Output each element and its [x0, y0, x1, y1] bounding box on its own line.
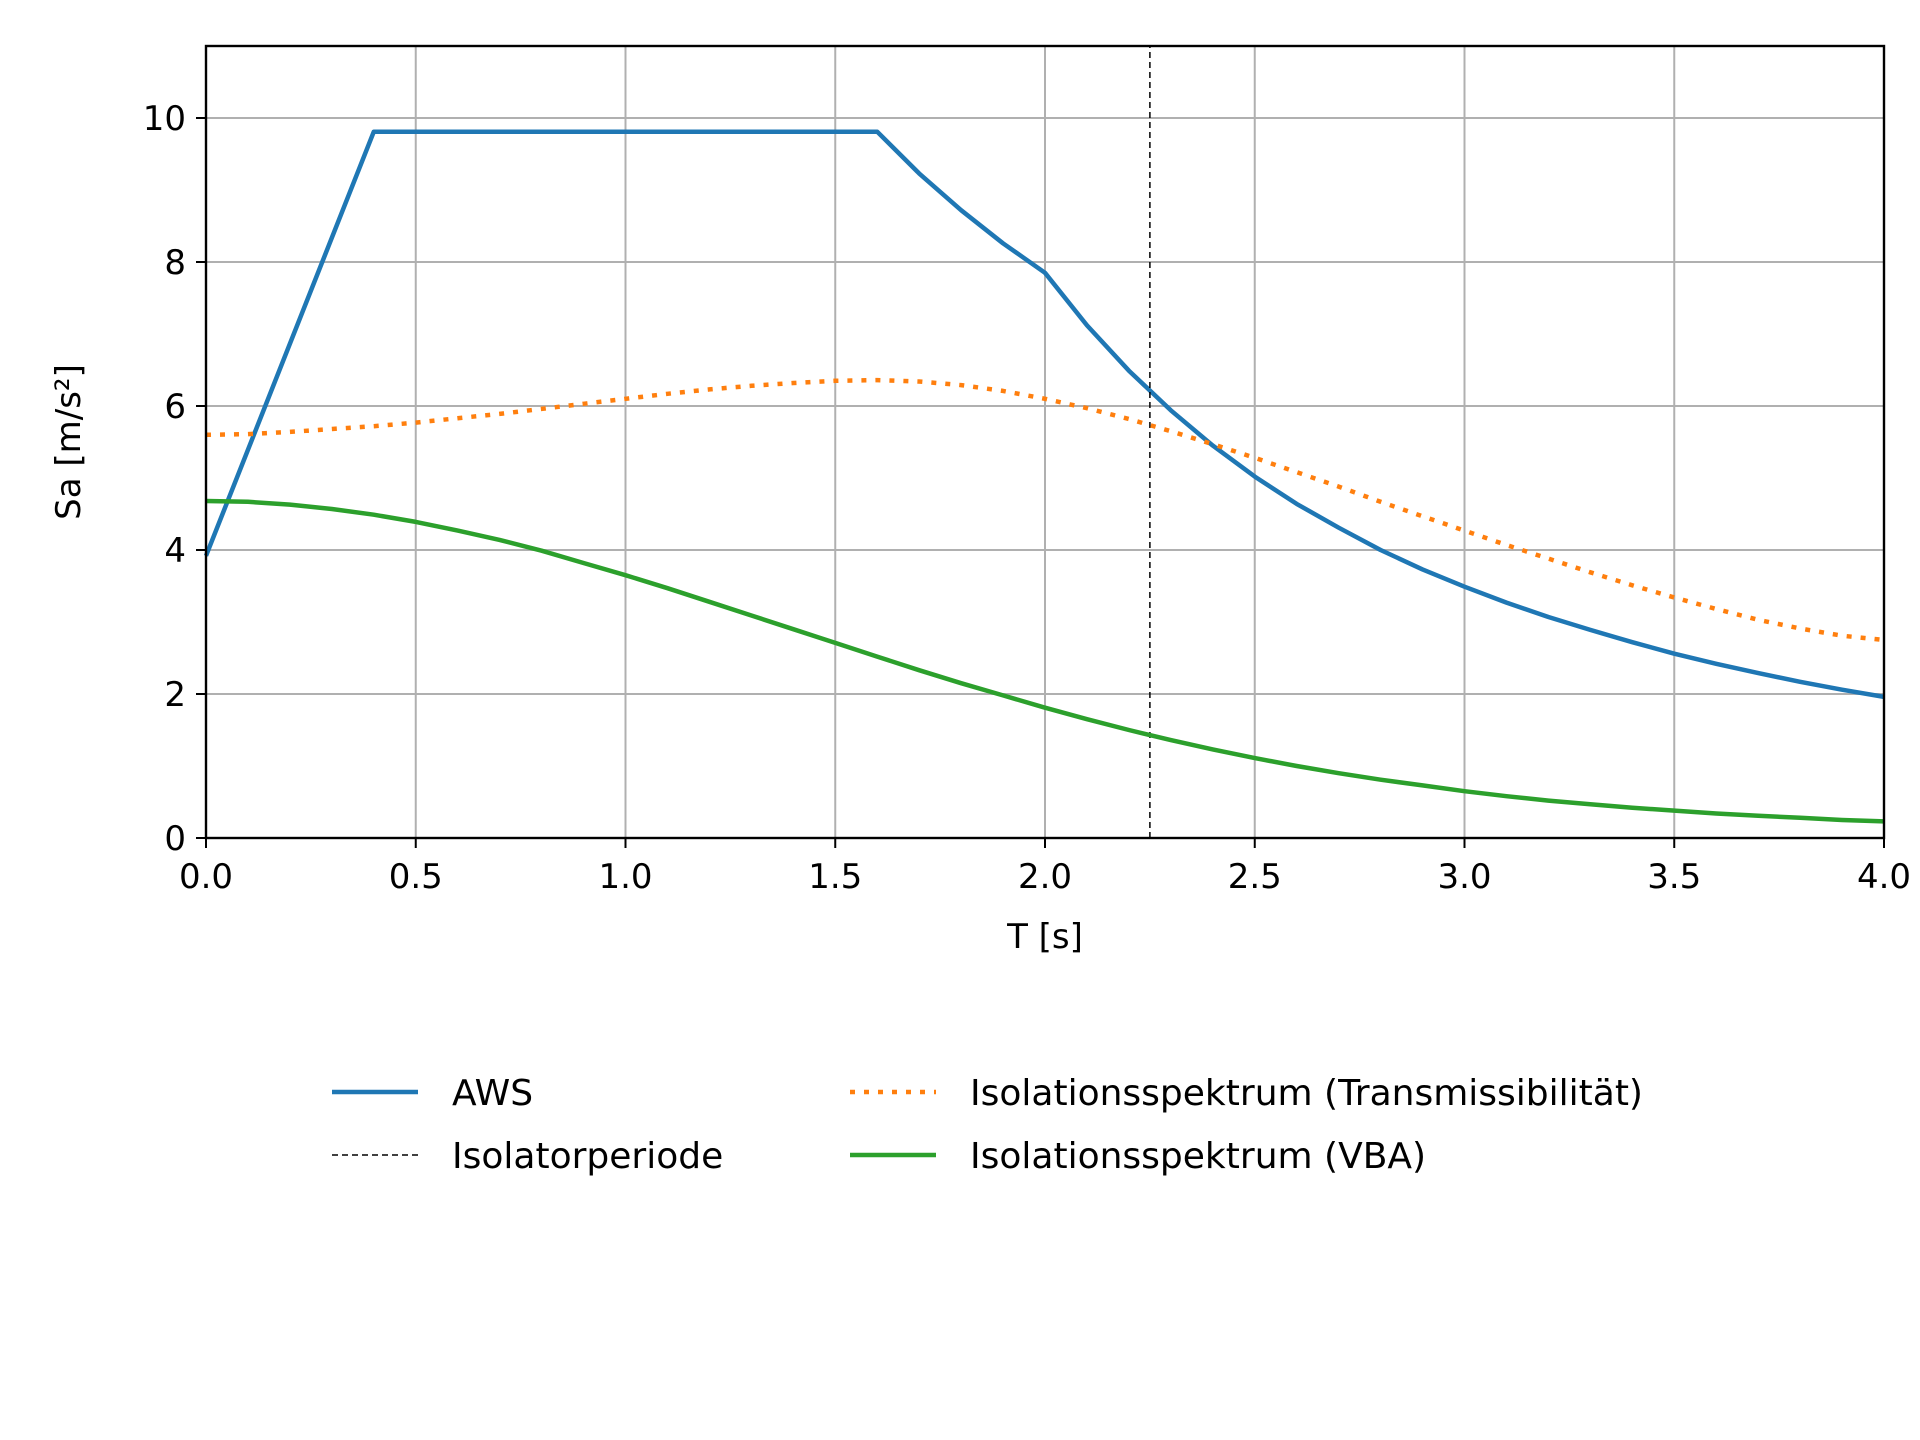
legend-label: Isolationsspektrum (VBA) — [970, 1136, 1426, 1177]
x-axis-label: T [s] — [1006, 917, 1083, 957]
legend-label: Isolationsspektrum (Transmissibilität) — [970, 1073, 1643, 1114]
x-tick-label: 4.0 — [1857, 857, 1911, 897]
series-line — [205, 377, 1885, 643]
y-tick-label: 6 — [164, 387, 186, 427]
series-line — [205, 498, 1885, 824]
y-axis-label: Sa [m/s²] — [49, 364, 89, 520]
legend: AWS Isolationsspektrum (Transmissibilität… — [332, 1073, 1643, 1177]
x-tick-label: 1.0 — [598, 857, 652, 897]
grid-lines — [205, 46, 1885, 839]
series-line — [203, 129, 1885, 700]
x-tick-label: 2.0 — [1018, 857, 1072, 897]
legend-label: AWS — [452, 1073, 533, 1114]
y-tick-label: 0 — [164, 819, 186, 859]
x-tick-label: 1.5 — [808, 857, 862, 897]
axis-ticks: 0.0 0.5 1.0 1.5 2.0 2.5 3.0 3.5 4.0 0 2 4 6 8 10 — [143, 99, 1911, 897]
x-tick-label: 3.5 — [1647, 857, 1701, 897]
y-tick-label: 10 — [143, 99, 186, 139]
x-tick-label: 2.5 — [1228, 857, 1282, 897]
x-tick-label: 3.0 — [1437, 857, 1491, 897]
y-tick-label: 2 — [164, 675, 186, 715]
legend-label: Isolatorperiode — [452, 1136, 723, 1177]
x-tick-label: 0.0 — [179, 857, 233, 897]
y-tick-label: 4 — [164, 531, 186, 571]
plot-series — [203, 46, 1885, 838]
y-tick-label: 8 — [164, 243, 186, 283]
x-tick-label: 0.5 — [389, 857, 443, 897]
